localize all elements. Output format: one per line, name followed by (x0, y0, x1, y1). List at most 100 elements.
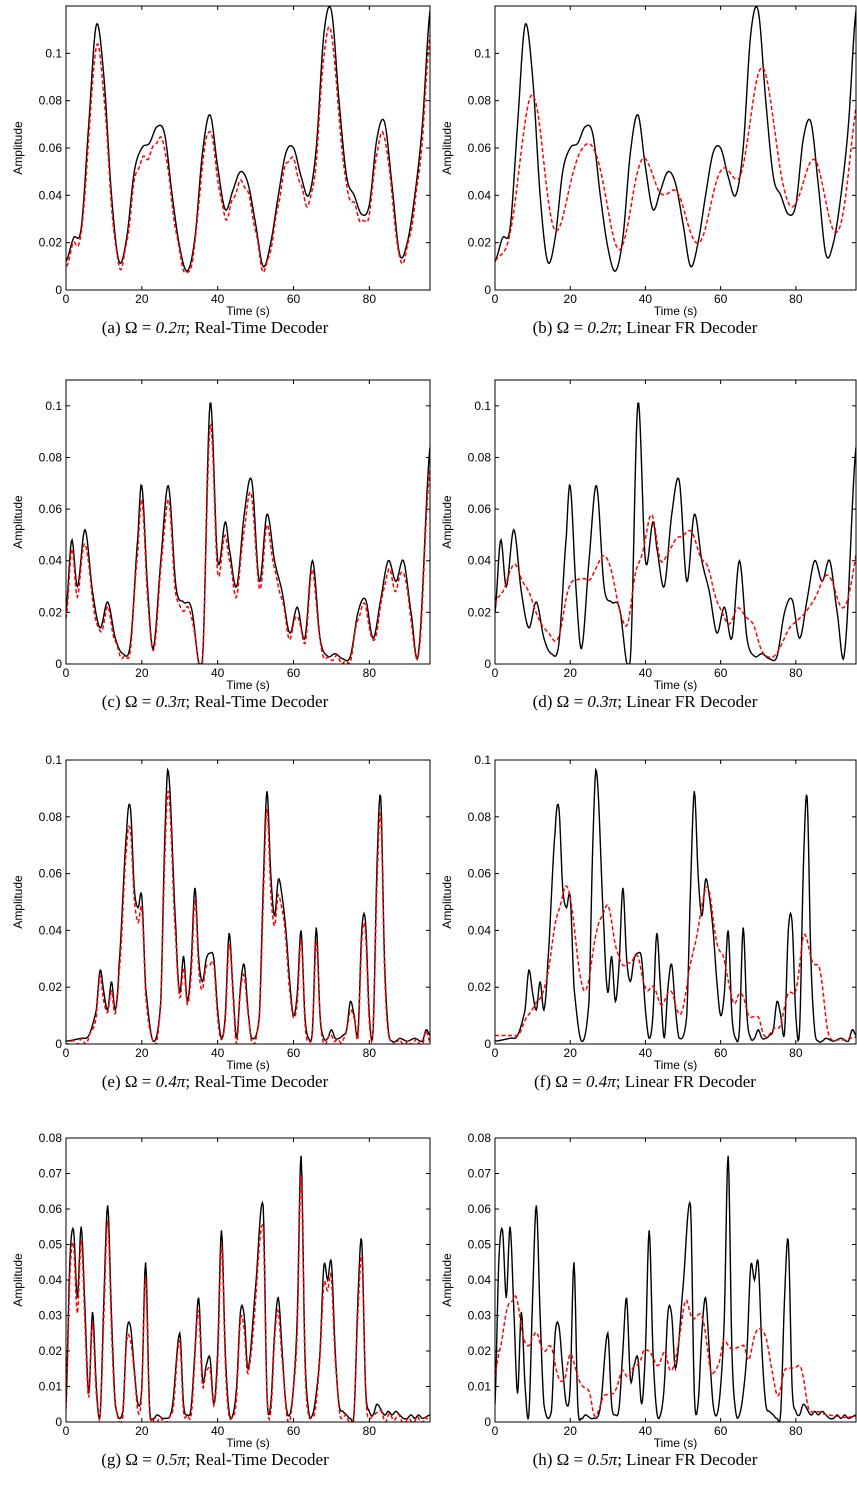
panel-f: 0 20 40 60 80 0 0.02 0.04 0.06 0.08 0.1 Time (s) Amp… (440, 753, 857, 1091)
original-signal-line (495, 402, 856, 664)
decoded-signal-line (66, 25, 430, 274)
y-tick-label: 0.04 (468, 923, 492, 937)
x-tick-label: 80 (363, 292, 377, 306)
panel-caption: (e) Ω = 0.4π; Real-Time Decoder (102, 1072, 329, 1091)
caption-equals: = (569, 1450, 587, 1469)
decoded-signal-line (495, 885, 856, 1042)
x-tick-label: 80 (363, 1046, 377, 1060)
y-tick-label: 0.05 (468, 1238, 492, 1252)
panel-caption: (h) Ω = 0.5π; Linear FR Decoder (533, 1450, 758, 1469)
x-tick-label: 80 (789, 666, 803, 680)
caption-label: (h) (533, 1450, 557, 1469)
x-tick-label: 0 (63, 1046, 70, 1060)
y-tick-label: 0.08 (39, 1131, 63, 1145)
panel-c: 0 20 40 60 80 0 0.02 0.04 0.06 0.08 0.1 Time (s) Amp… (11, 379, 431, 711)
x-tick-label: 0 (63, 1424, 70, 1438)
x-axis-label: Time (s) (226, 678, 270, 692)
caption-equals: = (138, 1450, 156, 1469)
original-signal-line (495, 1155, 856, 1422)
caption-value: 0.2π (587, 318, 617, 337)
y-tick-label: 0.06 (468, 1202, 492, 1216)
y-tick-label: 0.06 (468, 502, 492, 516)
decoded-signal-line (495, 513, 856, 659)
x-tick-label: 20 (564, 1424, 578, 1438)
panel-h: 0 20 40 60 80 0 0.01 0.02 0.03 0.04 0.05 0.06 0.07 0.… (440, 1131, 857, 1469)
y-axis-label: Amplitude (11, 875, 25, 929)
x-tick-label: 60 (287, 666, 301, 680)
decoded-signal-line (66, 790, 430, 1044)
caption-label: (a) (102, 318, 125, 337)
x-tick-label: 80 (789, 292, 803, 306)
y-tick-label: 0.1 (474, 753, 491, 767)
x-tick-label: 0 (492, 1046, 499, 1060)
caption-decoder: ; Linear FR Decoder (617, 318, 758, 337)
x-tick-label: 60 (287, 1424, 301, 1438)
plot-area (66, 6, 430, 274)
caption-omega: Ω (557, 1450, 570, 1469)
x-tick-label: 0 (492, 292, 499, 306)
y-tick-label: 0.08 (39, 450, 63, 464)
caption-label: (g) (101, 1450, 125, 1469)
y-tick-label: 0.04 (468, 554, 492, 568)
original-signal-line (66, 767, 430, 1043)
caption-omega: Ω (125, 1072, 138, 1091)
axes-frame (494, 379, 857, 665)
y-tick-label: 0.08 (39, 94, 63, 108)
y-tick-label: 0 (55, 657, 62, 671)
caption-value: 0.3π (587, 692, 617, 711)
panel-caption: (c) Ω = 0.3π; Real-Time Decoder (102, 692, 329, 711)
plot-area (495, 1155, 856, 1422)
y-tick-label: 0 (55, 1037, 62, 1051)
x-tick-label: 40 (639, 292, 653, 306)
caption-value: 0.4π (586, 1072, 616, 1091)
y-tick-label: 0.02 (39, 236, 63, 250)
caption-omega: Ω (125, 318, 138, 337)
panel-b: 0 20 40 60 80 0 0.02 0.04 0.06 0.08 0.1 Time (s) Amp… (440, 5, 857, 337)
y-tick-label: 0.08 (468, 94, 492, 108)
y-axis-label: Amplitude (11, 495, 25, 549)
y-axis-label: Amplitude (440, 875, 454, 929)
y-tick-label: 0.06 (39, 1202, 63, 1216)
x-tick-label: 80 (789, 1046, 803, 1060)
x-tick-label: 60 (714, 1046, 728, 1060)
x-tick-label: 0 (492, 666, 499, 680)
caption-decoder: ; Real-Time Decoder (186, 1450, 329, 1469)
caption-decoder: ; Real-Time Decoder (185, 692, 328, 711)
x-tick-label: 0 (492, 1424, 499, 1438)
y-axis-label: Amplitude (11, 121, 25, 175)
x-tick-label: 40 (639, 666, 653, 680)
panel-caption: (a) Ω = 0.2π; Real-Time Decoder (102, 318, 329, 337)
caption-value: 0.5π (587, 1450, 617, 1469)
y-tick-label: 0.1 (45, 753, 62, 767)
plot-area (495, 402, 856, 664)
plot-area (66, 767, 430, 1044)
x-axis-label: Time (s) (226, 1436, 270, 1450)
y-axis-label: Amplitude (440, 1253, 454, 1307)
y-tick-label: 0.03 (468, 1309, 492, 1323)
caption-equals: = (568, 1072, 586, 1091)
caption-value: 0.3π (156, 692, 186, 711)
original-signal-line (495, 6, 856, 272)
decoded-signal-line (495, 1294, 856, 1419)
y-tick-label: 0.08 (468, 810, 492, 824)
y-tick-label: 0.08 (39, 810, 63, 824)
caption-equals: = (569, 318, 587, 337)
panel-g: 0 20 40 60 80 0 0.01 0.02 0.03 0.04 0.05 0.06 0.07 0.… (11, 1131, 431, 1469)
x-tick-label: 20 (135, 292, 149, 306)
caption-decoder: ; Linear FR Decoder (617, 1450, 758, 1469)
y-tick-label: 0.04 (468, 188, 492, 202)
y-axis-label: Amplitude (440, 121, 454, 175)
y-tick-label: 0.02 (468, 605, 492, 619)
plot-area (66, 1155, 430, 1422)
x-tick-label: 40 (211, 1424, 225, 1438)
y-tick-label: 0.02 (39, 605, 63, 619)
axes-frame (65, 759, 431, 1045)
x-tick-label: 0 (63, 666, 70, 680)
caption-label: (d) (533, 692, 557, 711)
x-axis-label: Time (s) (654, 304, 698, 318)
x-axis-label: Time (s) (654, 678, 698, 692)
panel-caption: (b) Ω = 0.2π; Linear FR Decoder (533, 318, 758, 337)
x-tick-label: 40 (639, 1424, 653, 1438)
y-tick-label: 0.05 (39, 1238, 63, 1252)
